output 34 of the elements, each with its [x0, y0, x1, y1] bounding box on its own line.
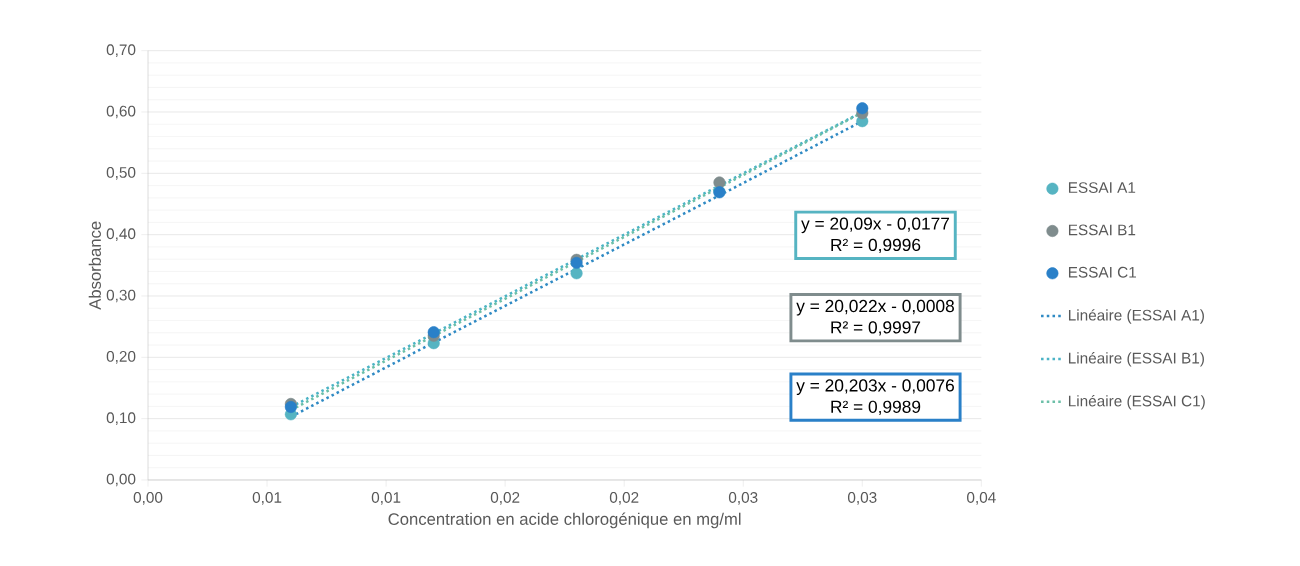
annotation: R² = 0,9996 — [831, 238, 921, 254]
legend-label: Linéaire (ESSAI C1) — [1068, 395, 1205, 410]
annotation: y = 20,203x - 0,0076 — [796, 379, 954, 395]
y-tick-label: 0,50 — [106, 166, 136, 180]
legend-label: ESSAI B1 — [1068, 224, 1136, 236]
point — [713, 176, 726, 189]
y-tick-label: 0,70 — [106, 44, 136, 57]
legend-label: ESSAI C1 — [1068, 266, 1136, 278]
legend-label: Linéaire (ESSAI A1) — [1068, 309, 1204, 324]
x-axis-title: Concentration en acide chlorogénique en mg/ml — [388, 512, 741, 529]
point — [856, 102, 869, 115]
x-tick-label: 0,03 — [847, 492, 877, 505]
point — [570, 267, 583, 280]
x-tick-label: 0,01 — [252, 492, 282, 505]
y-tick-label: 0,10 — [106, 412, 136, 425]
annotation: y = 20,022x - 0,0008 — [796, 299, 954, 316]
x-tick-label: 0,01 — [371, 492, 401, 505]
x-tick-label: 0,04 — [967, 492, 996, 505]
y-tick-label: 0,30 — [106, 289, 136, 303]
x-tick-label: 0,02 — [490, 492, 520, 505]
annotation: R² = 0,9997 — [831, 321, 921, 336]
annotation: R² = 0,9989 — [831, 400, 921, 415]
point — [284, 401, 297, 413]
x-tick-label: 0,00 — [133, 492, 163, 505]
y-tick-label: 0,60 — [106, 105, 136, 119]
y-axis-title: Absorbance — [88, 221, 101, 310]
x-tick-label: 0,03 — [728, 492, 758, 505]
y-tick-label: 0,40 — [106, 228, 136, 241]
y-tick-label: 0,00 — [106, 473, 136, 487]
x-tick-label: 0,02 — [609, 492, 639, 505]
annotation: y = 20,09x - 0,0177 — [801, 217, 950, 234]
legend-label: ESSAI A1 — [1068, 182, 1136, 194]
y-tick-label: 0,20 — [106, 350, 136, 364]
legend-label: Linéaire (ESSAI B1) — [1068, 352, 1204, 367]
